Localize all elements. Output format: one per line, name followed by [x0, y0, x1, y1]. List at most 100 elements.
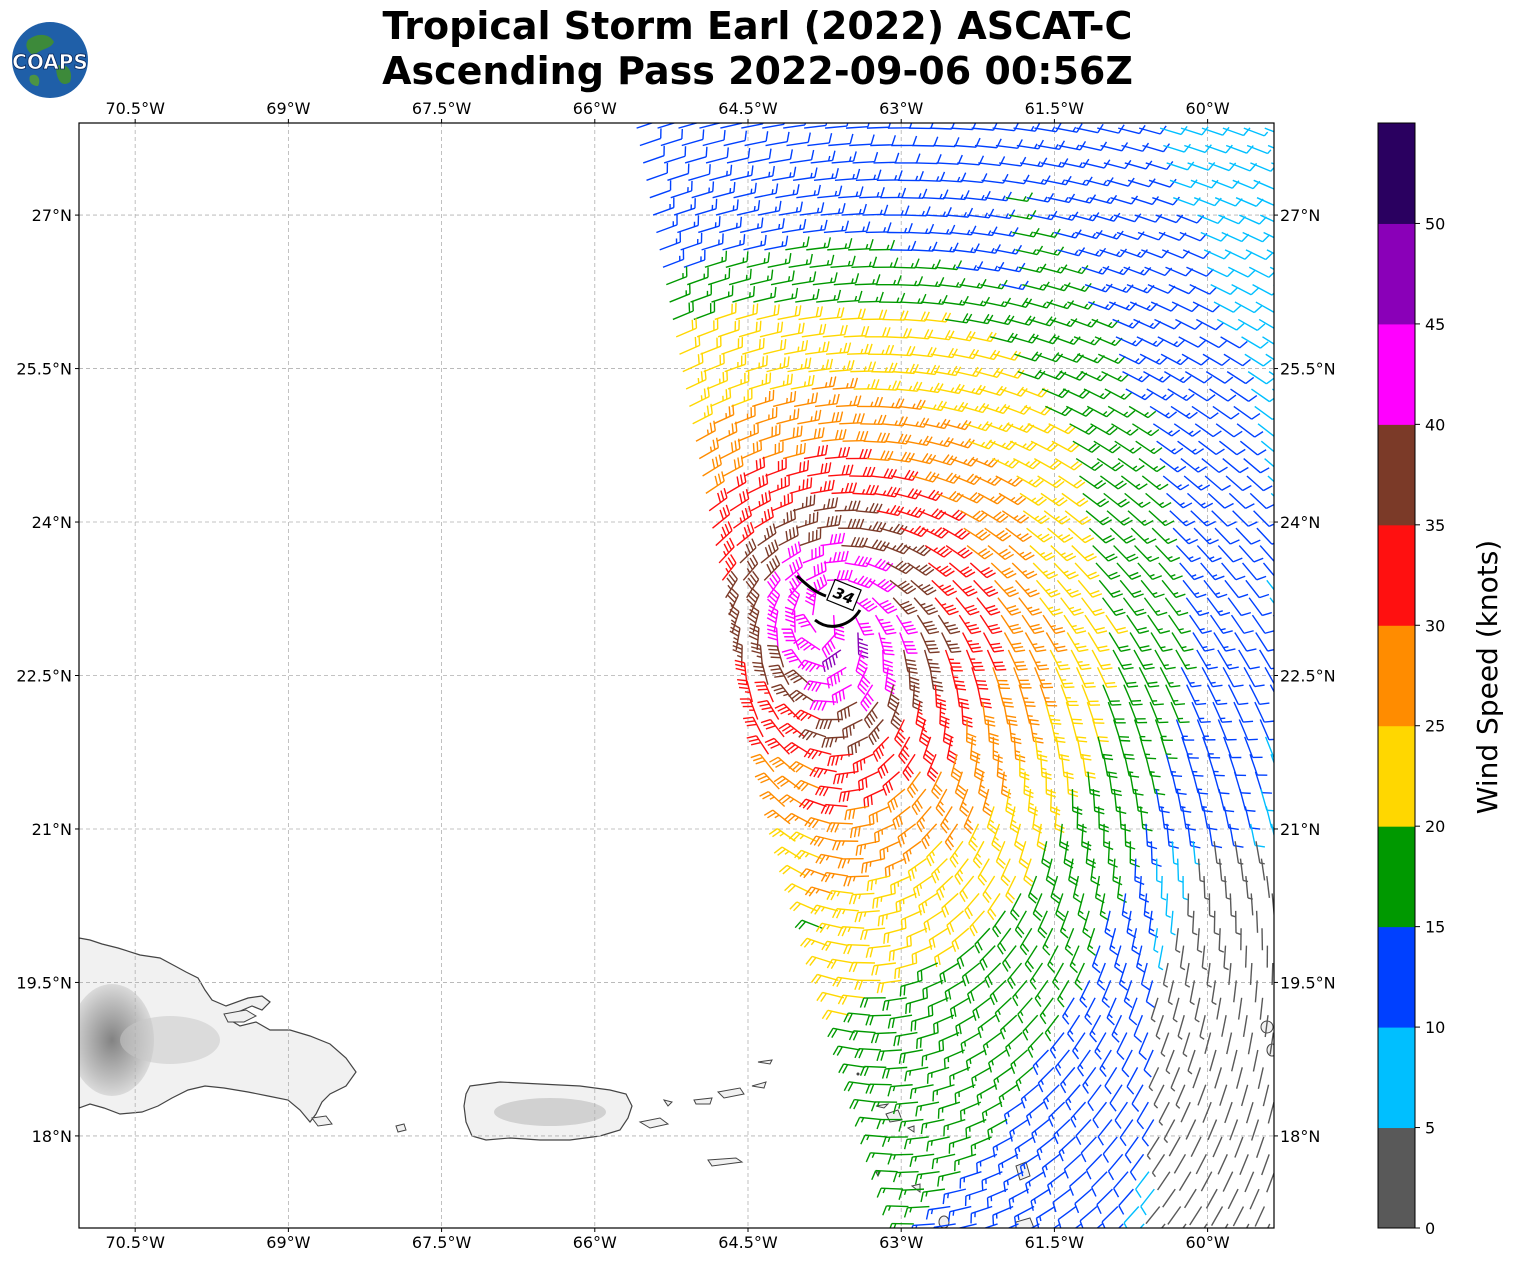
wind-barb [689, 386, 710, 408]
wind-barb [828, 133, 854, 147]
wind-barb [981, 173, 1009, 184]
wind-barb [959, 278, 987, 289]
wind-barb [1134, 858, 1145, 886]
wind-barb [916, 382, 944, 394]
wind-barb [987, 893, 1001, 921]
wind-barb [1060, 597, 1084, 616]
wind-barb [1117, 667, 1139, 688]
wind-barb [811, 376, 837, 390]
wind-barb [1256, 527, 1274, 545]
wind-barb [955, 1014, 976, 1037]
wind-barb [933, 1014, 955, 1035]
wind-barb [815, 853, 843, 865]
wind-barb [1023, 175, 1051, 185]
wind-barb [1056, 579, 1082, 598]
wind-barb [764, 737, 790, 755]
colorbar-label-10: 10 [1425, 1018, 1445, 1037]
wind-barb [767, 644, 785, 668]
wind-barb [821, 632, 838, 659]
wind-barb [854, 1047, 881, 1059]
wind-barb [764, 235, 789, 251]
wind-barb [956, 1223, 977, 1228]
wind-barb [922, 736, 935, 765]
wind-barb [1122, 371, 1150, 383]
wind-barb [898, 1188, 925, 1200]
wind-barb [1011, 333, 1039, 344]
wind-barb [1255, 841, 1265, 865]
wind-barb [730, 165, 754, 181]
wind-barb [1152, 423, 1181, 437]
wind-barb [761, 441, 784, 460]
wind-barb [936, 875, 954, 901]
wind-barb [1024, 632, 1047, 653]
wind-barb [885, 328, 913, 339]
wind-barb [729, 622, 741, 651]
wind-barb [863, 788, 885, 809]
wind-barb [967, 979, 986, 1004]
wind-barb [834, 500, 861, 512]
anguilla-island [875, 1103, 890, 1109]
wind-barb [1133, 649, 1155, 670]
wind-barb [982, 788, 993, 817]
wind-barb [1255, 301, 1274, 314]
wind-barb [955, 597, 980, 616]
wind-barb [1194, 423, 1222, 438]
wind-barb [1094, 1032, 1107, 1060]
wind-barb [871, 1169, 898, 1181]
wind-barb [1175, 545, 1201, 563]
wind-barb [1113, 1171, 1129, 1198]
wind-barb [879, 523, 908, 536]
wind-barb [1089, 1014, 1102, 1043]
wind-barb [847, 575, 876, 589]
wind-barb [916, 962, 939, 982]
wind-barb [1233, 980, 1237, 1003]
wind-barb [1002, 174, 1030, 185]
wind-barb [892, 597, 918, 615]
wind-barb [1241, 336, 1269, 349]
wind-barb [976, 597, 1001, 616]
wind-barb [1067, 300, 1096, 310]
wind-barb [1231, 284, 1260, 296]
wind-barb [1079, 1205, 1098, 1228]
wind-barb [882, 1205, 909, 1216]
wind-barb [1058, 1136, 1076, 1162]
wind-barb [879, 840, 901, 861]
wind-barb [870, 1101, 898, 1112]
wind-barb [907, 223, 935, 235]
wind-barb [841, 203, 867, 216]
wind-barb [849, 1098, 877, 1110]
wind-barb [1160, 876, 1167, 901]
wind-barb [1158, 562, 1183, 581]
wind-barb [815, 718, 842, 730]
wind-barb [739, 538, 757, 564]
wind-barb [1033, 457, 1062, 470]
wind-barb [1072, 875, 1083, 904]
wind-barb [994, 579, 1019, 598]
wind-barb [675, 318, 698, 338]
wind-barb [929, 123, 955, 130]
wind-barb [672, 301, 694, 321]
wind-barb [696, 318, 719, 338]
wind-barb [1070, 649, 1092, 671]
wind-barb [1032, 1049, 1049, 1076]
wind-barb [848, 892, 875, 905]
wind-barb [733, 182, 757, 199]
wind-barb [1000, 614, 1024, 635]
wind-barb [1222, 127, 1251, 137]
wind-barb [733, 505, 753, 529]
wind-barb [698, 216, 721, 234]
wind-barb [1257, 1067, 1264, 1089]
lat-label-right-3: 22.5°N [1280, 667, 1336, 686]
wind-barb [1184, 1188, 1197, 1209]
wind-barb [837, 926, 865, 937]
wind-barb [746, 587, 760, 616]
wind-barb [1129, 632, 1152, 652]
wind-barb [1064, 927, 1075, 956]
wind-barb [1223, 945, 1229, 971]
wind-barb [1168, 614, 1191, 634]
wind-barb [1063, 1153, 1082, 1179]
wind-barb [1120, 475, 1148, 490]
wind-barb [860, 414, 887, 426]
wind-barb [859, 1065, 887, 1077]
wind-barb [821, 649, 842, 673]
